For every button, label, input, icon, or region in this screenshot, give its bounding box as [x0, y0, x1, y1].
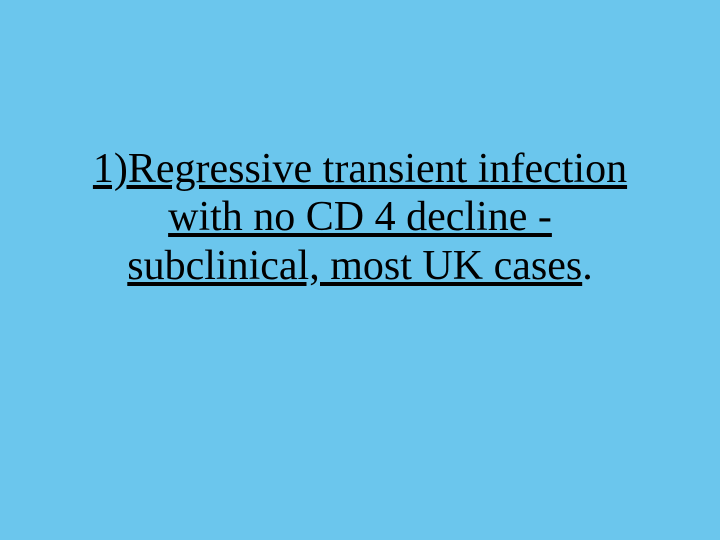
- heading-line-3: subclinical, most UK cases: [127, 243, 582, 289]
- slide-heading: 1)Regressive transient infection with no…: [93, 145, 627, 290]
- heading-line-2: with no CD 4 decline -: [168, 194, 552, 240]
- heading-line-1: 1)Regressive transient infection: [93, 146, 627, 192]
- heading-period: .: [582, 243, 593, 289]
- slide-container: 1)Regressive transient infection with no…: [0, 0, 720, 540]
